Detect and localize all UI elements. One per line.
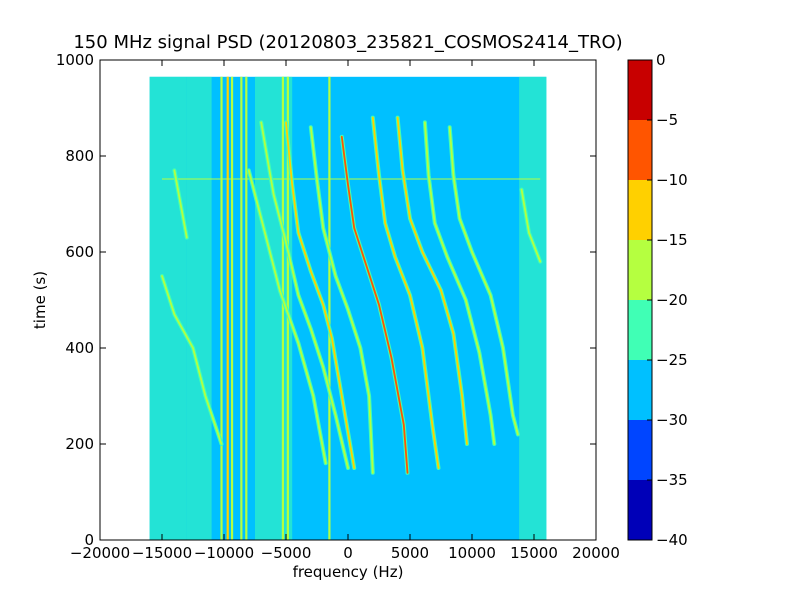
doppler-track-7: [371, 116, 440, 469]
colorbar-tick-label: −35: [656, 471, 688, 489]
x-tick-label: 0: [343, 544, 353, 562]
doppler-track-4: [285, 121, 356, 469]
x-tick-label: 10000: [448, 544, 496, 562]
doppler-track-1: [161, 275, 223, 445]
colorbar-tick-label: −25: [656, 351, 688, 369]
x-tick-label: 15000: [510, 544, 558, 562]
noise-band-3: [519, 76, 547, 541]
x-tick-label: 5000: [391, 544, 429, 562]
colorbar-swatch-2: [628, 360, 652, 420]
colorbar-tick-label: −20: [656, 291, 688, 309]
x-tick-label: −10000: [194, 544, 254, 562]
doppler-track-9: [423, 121, 496, 445]
colorbar-tick-label: −5: [656, 111, 678, 129]
y-tick-label: 200: [65, 435, 94, 453]
colorbar-swatch-6: [628, 120, 652, 180]
x-tick-label: −15000: [132, 544, 192, 562]
y-tick-label: 0: [84, 531, 94, 549]
doppler-track-11: [520, 188, 542, 263]
noise-band-1: [186, 76, 212, 541]
y-tick-label: 1000: [56, 51, 94, 69]
x-tick-label: −20000: [70, 544, 130, 562]
doppler-track-6: [340, 135, 409, 474]
colorbar-tick-label: −30: [656, 411, 688, 429]
noise-band-0: [149, 76, 187, 541]
colorbar-swatch-3: [628, 300, 652, 360]
x-axis-label: frequency (Hz): [293, 563, 404, 581]
y-tick-label: 600: [65, 243, 94, 261]
colorbar-swatch-0: [628, 480, 652, 540]
doppler-track-3: [260, 121, 349, 469]
y-tick-label: 800: [65, 147, 94, 165]
y-tick-label: 400: [65, 339, 94, 357]
heatmap: [149, 76, 547, 541]
colorbar-tick-label: −10: [656, 171, 688, 189]
colorbar: 0 −5 −10 −15 −20 −25 −30 −35 −40: [627, 51, 688, 549]
chart-title: 150 MHz signal PSD (20120803_235821_COSM…: [73, 32, 622, 53]
colorbar-swatch-5: [628, 180, 652, 240]
plot-area: −20000 −15000 −10000 −5000 0 5000 10000 15000 20…: [56, 51, 620, 562]
axis-ticks: −20000 −15000 −10000 −5000 0 5000 10000 15000 20…: [56, 51, 620, 562]
colorbar-tick-label: −40: [656, 531, 688, 549]
doppler-track-0: [173, 169, 188, 239]
colorbar-tick-label: −15: [656, 231, 688, 249]
y-axis-label: time (s): [31, 271, 49, 329]
colorbar-swatch-7: [628, 60, 652, 120]
doppler-track-5: [309, 126, 374, 474]
x-tick-label: 20000: [572, 544, 620, 562]
colorbar-swatch-4: [628, 240, 652, 300]
doppler-track-8: [396, 116, 468, 445]
doppler-track-10: [448, 126, 519, 436]
colorbar-swatch-1: [628, 420, 652, 480]
colorbar-tick-label: 0: [656, 51, 666, 69]
x-tick-label: −5000: [261, 544, 312, 562]
doppler-track-2: [247, 169, 327, 465]
